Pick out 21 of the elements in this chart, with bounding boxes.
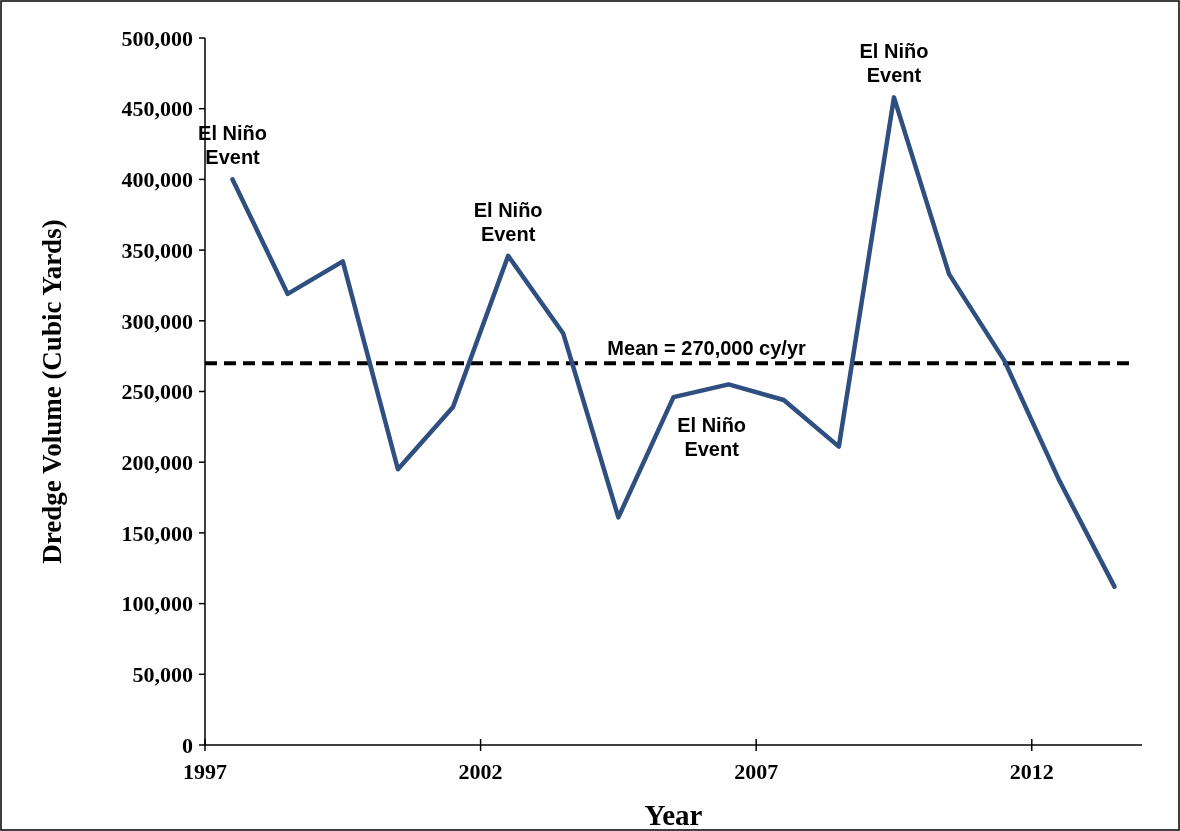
x-tick-label: 2007	[734, 759, 779, 784]
y-tick-label: 150,000	[121, 520, 193, 546]
annotation: El Niño Event	[473, 198, 543, 245]
y-tick-label: 100,000	[121, 591, 193, 617]
x-tick-label: 1997	[183, 759, 227, 784]
x-axis-title: Year	[644, 799, 703, 831]
y-tick-label: 350,000	[121, 237, 193, 263]
y-tick-label: 50,000	[132, 662, 193, 687]
y-tick-label: 250,000	[121, 379, 193, 405]
annotation: El Niño Event	[859, 40, 929, 87]
y-tick-label: 500,000	[121, 25, 193, 51]
y-tick-label: 300,000	[121, 308, 193, 334]
y-tick-label: 400,000	[121, 167, 193, 193]
y-tick-label: 450,000	[121, 96, 193, 122]
x-tick-label: 2012	[1009, 759, 1054, 784]
y-tick-label: 0	[182, 732, 193, 758]
y-tick-label: 200,000	[121, 449, 193, 475]
y-axis-title: Dredge Volume (Cubic Yards)	[37, 219, 68, 564]
annotation: El Niño Event	[677, 414, 747, 461]
ref-line-label: Mean = 270,000 cy/yr	[607, 337, 807, 360]
x-tick-label: 2002	[458, 759, 503, 784]
